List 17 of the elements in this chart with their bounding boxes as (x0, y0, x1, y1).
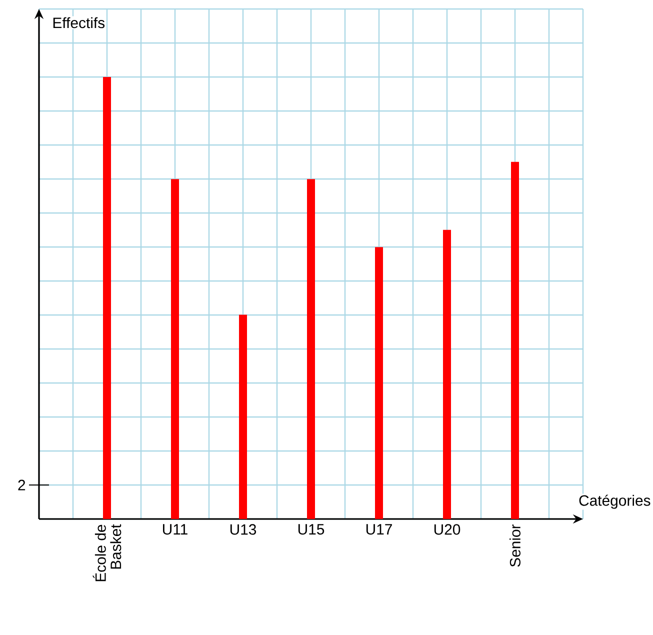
bar (307, 179, 315, 519)
bar (103, 76, 111, 519)
x-tick-label: Senior (510, 524, 520, 567)
x-axis-title: Catégories (579, 494, 650, 509)
x-tick-label: U17 (366, 524, 392, 535)
bar (171, 179, 179, 519)
x-tick-label: U11 (163, 524, 188, 535)
text: 2 (18, 480, 26, 490)
bar (375, 247, 383, 519)
bar (511, 162, 519, 519)
bar (443, 230, 451, 519)
x-tick-label: U15 (298, 524, 324, 535)
x-tick-label: École de Basket (92, 524, 122, 582)
y-axis-title: Effectifs (53, 17, 105, 28)
bar (239, 314, 247, 519)
x-tick-label: U20 (434, 524, 460, 535)
x-tick-label: U13 (230, 524, 256, 535)
